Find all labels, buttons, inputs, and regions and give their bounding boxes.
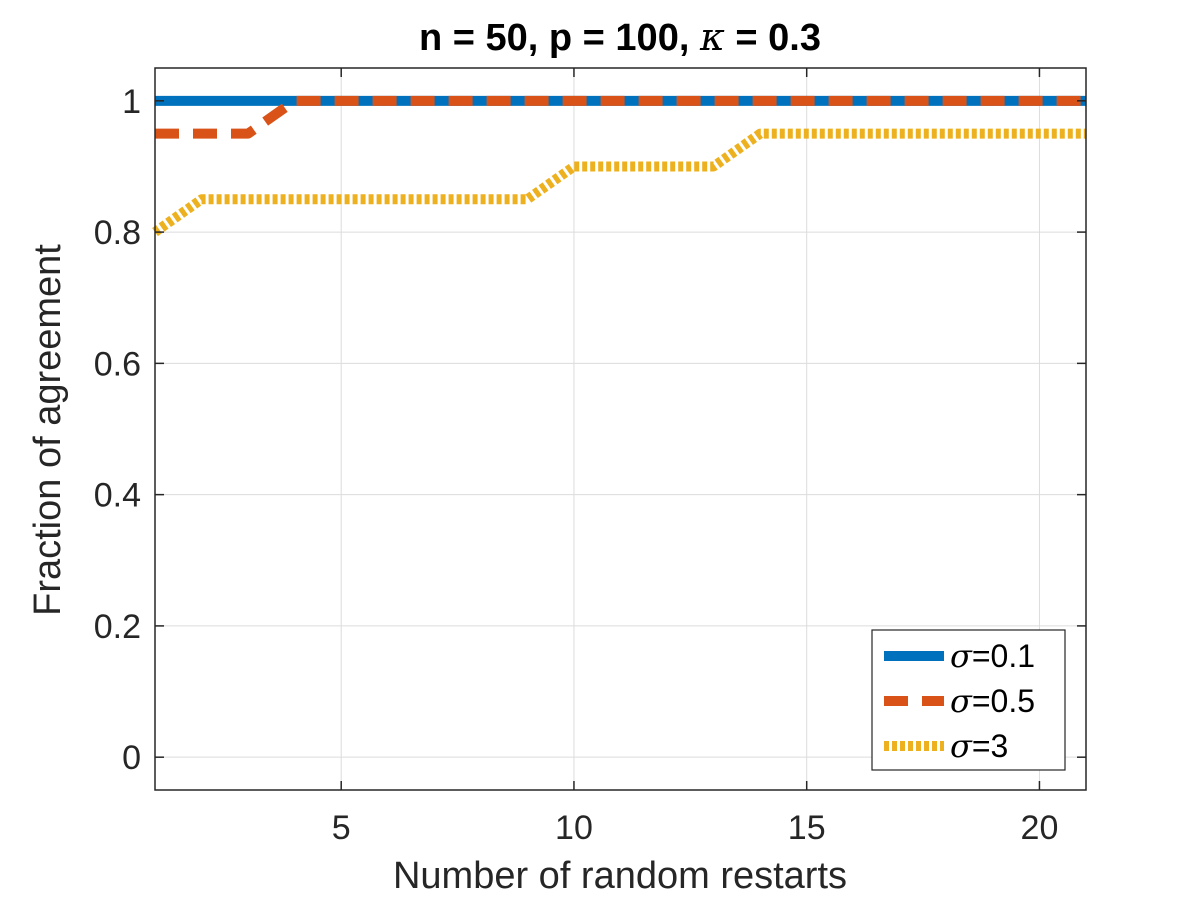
x-tick-label: 15 — [788, 809, 826, 847]
y-axis-label: Fraction of agreement — [27, 244, 69, 616]
x-tick-label: 20 — [1021, 809, 1059, 847]
x-tick-label: 10 — [555, 809, 593, 847]
plot-frame — [154, 67, 1087, 791]
y-tick-label: 0.4 — [94, 477, 141, 515]
x-tick-label: 5 — [332, 809, 351, 847]
legend-value: =3 — [972, 728, 1008, 764]
legend-symbol: σ — [950, 727, 973, 765]
legend-label-3: σ=3 — [950, 727, 1008, 765]
ticks: 5 10 15 20 0 0.2 0.4 0.6 0.8 1 — [94, 68, 1086, 847]
series-line-2 — [155, 95, 1086, 139]
legend-symbol: σ — [950, 682, 973, 720]
y-tick-label: 0.2 — [94, 608, 141, 646]
legend-value: =0.5 — [972, 683, 1035, 719]
x-axis-label: Number of random restarts — [393, 855, 847, 897]
legend-value: =0.1 — [972, 638, 1035, 674]
y-tick-label: 0.8 — [94, 214, 141, 252]
legend-label-2: σ=0.5 — [950, 682, 1035, 720]
y-tick-label: 1 — [122, 83, 141, 121]
plot-lines — [152, 95, 1086, 237]
legend: σ=0.1σ=0.5σ=3 — [871, 629, 1066, 771]
chart-title: n = 50, p = 100, κ = 0.3 — [419, 15, 821, 59]
y-tick-label: 0 — [122, 739, 141, 777]
legend-symbol: σ — [950, 637, 973, 675]
legend-label-1: σ=0.1 — [950, 637, 1035, 675]
y-tick-label: 0.6 — [94, 345, 141, 383]
